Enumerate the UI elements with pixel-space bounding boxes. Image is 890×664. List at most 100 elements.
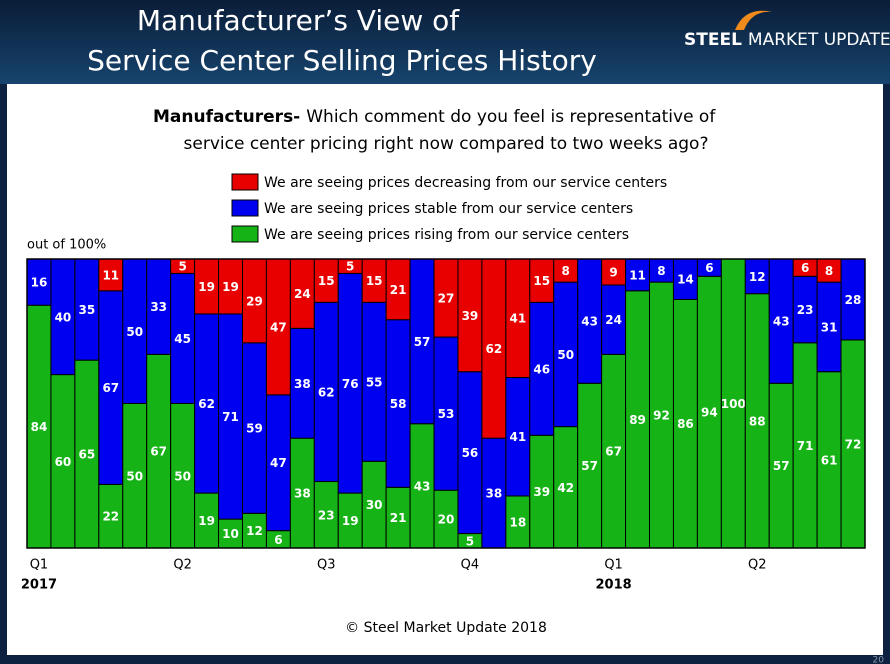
data-label: 19 bbox=[342, 514, 359, 528]
data-label: 94 bbox=[701, 406, 718, 420]
data-label: 58 bbox=[390, 397, 407, 411]
data-label: 71 bbox=[797, 439, 814, 453]
data-label: 67 bbox=[102, 381, 119, 395]
data-label: 19 bbox=[198, 280, 215, 294]
title-line: Manufacturer’s View of bbox=[137, 4, 460, 37]
data-label: 62 bbox=[486, 342, 503, 356]
logo: STEEL MARKET UPDATE bbox=[684, 30, 890, 50]
x-tick-label: Q3 bbox=[317, 558, 336, 573]
plot-border bbox=[26, 258, 866, 549]
logo-bold: STEEL bbox=[684, 30, 742, 50]
title-line: Service Center Selling Prices History bbox=[87, 44, 597, 77]
data-label: 100 bbox=[721, 397, 746, 411]
data-label: 21 bbox=[390, 511, 407, 525]
data-label: 6 bbox=[705, 261, 713, 275]
data-label: 61 bbox=[821, 453, 838, 467]
data-label: 65 bbox=[79, 448, 96, 462]
data-label: 67 bbox=[605, 445, 622, 459]
data-label: 5 bbox=[178, 260, 186, 274]
data-label: 10 bbox=[222, 527, 239, 541]
data-label: 59 bbox=[246, 422, 263, 436]
data-label: 86 bbox=[677, 417, 694, 431]
data-label: 11 bbox=[629, 268, 646, 282]
data-label: 41 bbox=[509, 312, 526, 326]
data-label: 24 bbox=[294, 287, 311, 301]
question-line: Which comment do you feel is representat… bbox=[306, 107, 716, 127]
data-label: 38 bbox=[486, 487, 503, 501]
data-label: 76 bbox=[342, 377, 359, 391]
data-label: 42 bbox=[557, 481, 574, 495]
data-label: 6 bbox=[274, 533, 282, 547]
data-label: 92 bbox=[653, 409, 670, 423]
year-label: 2018 bbox=[596, 578, 632, 593]
data-label: 53 bbox=[438, 407, 455, 421]
legend-label: We are seeing prices decreasing from our… bbox=[264, 175, 667, 191]
data-label: 72 bbox=[845, 437, 862, 451]
data-label: 8 bbox=[825, 264, 833, 278]
legend-swatch bbox=[231, 225, 259, 243]
data-label: 15 bbox=[318, 274, 335, 288]
data-label: 50 bbox=[557, 348, 574, 362]
data-label: 14 bbox=[677, 273, 694, 287]
legend-label: We are seeing prices stable from our ser… bbox=[264, 201, 633, 217]
question: Manufacturers- Which comment do you feel … bbox=[153, 107, 716, 127]
data-label: 31 bbox=[821, 320, 838, 334]
data-label: 19 bbox=[222, 280, 239, 294]
page-number: 20 bbox=[873, 656, 885, 664]
data-label: 55 bbox=[366, 375, 383, 389]
data-label: 45 bbox=[174, 332, 191, 346]
data-label: 20 bbox=[438, 513, 455, 527]
data-label: 30 bbox=[366, 498, 383, 512]
data-label: 47 bbox=[270, 456, 287, 470]
data-label: 22 bbox=[102, 510, 119, 524]
data-label: 43 bbox=[773, 315, 790, 329]
data-label: 46 bbox=[533, 362, 550, 376]
data-label: 8 bbox=[657, 264, 665, 278]
data-label: 18 bbox=[509, 515, 526, 529]
data-label: 39 bbox=[462, 309, 479, 323]
data-label: 38 bbox=[294, 487, 311, 501]
legend-swatch bbox=[231, 199, 259, 217]
data-label: 84 bbox=[31, 420, 48, 434]
question-line: service center pricing right now compare… bbox=[184, 134, 709, 154]
data-label: 71 bbox=[222, 410, 239, 424]
data-label: 24 bbox=[605, 313, 622, 327]
x-tick-label: Q1 bbox=[30, 558, 49, 573]
data-label: 15 bbox=[533, 274, 550, 288]
legend-label: We are seeing prices rising from our ser… bbox=[264, 227, 629, 243]
data-label: 62 bbox=[318, 385, 335, 399]
data-label: 67 bbox=[150, 445, 167, 459]
data-label: 6 bbox=[801, 261, 809, 275]
data-label: 23 bbox=[797, 303, 814, 317]
footer: © Steel Market Update 2018 bbox=[345, 620, 547, 636]
data-label: 9 bbox=[609, 266, 617, 280]
x-tick-label: Q2 bbox=[173, 558, 192, 573]
banner bbox=[0, 0, 890, 84]
data-label: 29 bbox=[246, 294, 263, 308]
data-label: 89 bbox=[629, 413, 646, 427]
data-label: 47 bbox=[270, 320, 287, 334]
data-label: 23 bbox=[318, 508, 335, 522]
data-label: 38 bbox=[294, 377, 311, 391]
legend-swatch bbox=[231, 173, 259, 191]
logo-text: MARKET UPDATE bbox=[748, 30, 890, 50]
data-label: 5 bbox=[346, 260, 354, 274]
data-label: 35 bbox=[79, 303, 96, 317]
data-label: 33 bbox=[150, 300, 167, 314]
data-label: 56 bbox=[462, 446, 479, 460]
data-label: 12 bbox=[749, 270, 766, 284]
x-tick-label: Q2 bbox=[748, 558, 767, 573]
data-label: 28 bbox=[845, 293, 862, 307]
logo-swoosh bbox=[735, 10, 772, 30]
data-label: 11 bbox=[102, 268, 119, 282]
data-label: 21 bbox=[390, 283, 407, 297]
data-label: 50 bbox=[174, 469, 191, 483]
data-label: 16 bbox=[31, 276, 48, 290]
data-label: 39 bbox=[533, 485, 550, 499]
data-label: 50 bbox=[126, 469, 143, 483]
data-label: 15 bbox=[366, 274, 383, 288]
data-label: 27 bbox=[438, 292, 455, 306]
data-label: 43 bbox=[414, 479, 431, 493]
data-label: 57 bbox=[581, 459, 598, 473]
